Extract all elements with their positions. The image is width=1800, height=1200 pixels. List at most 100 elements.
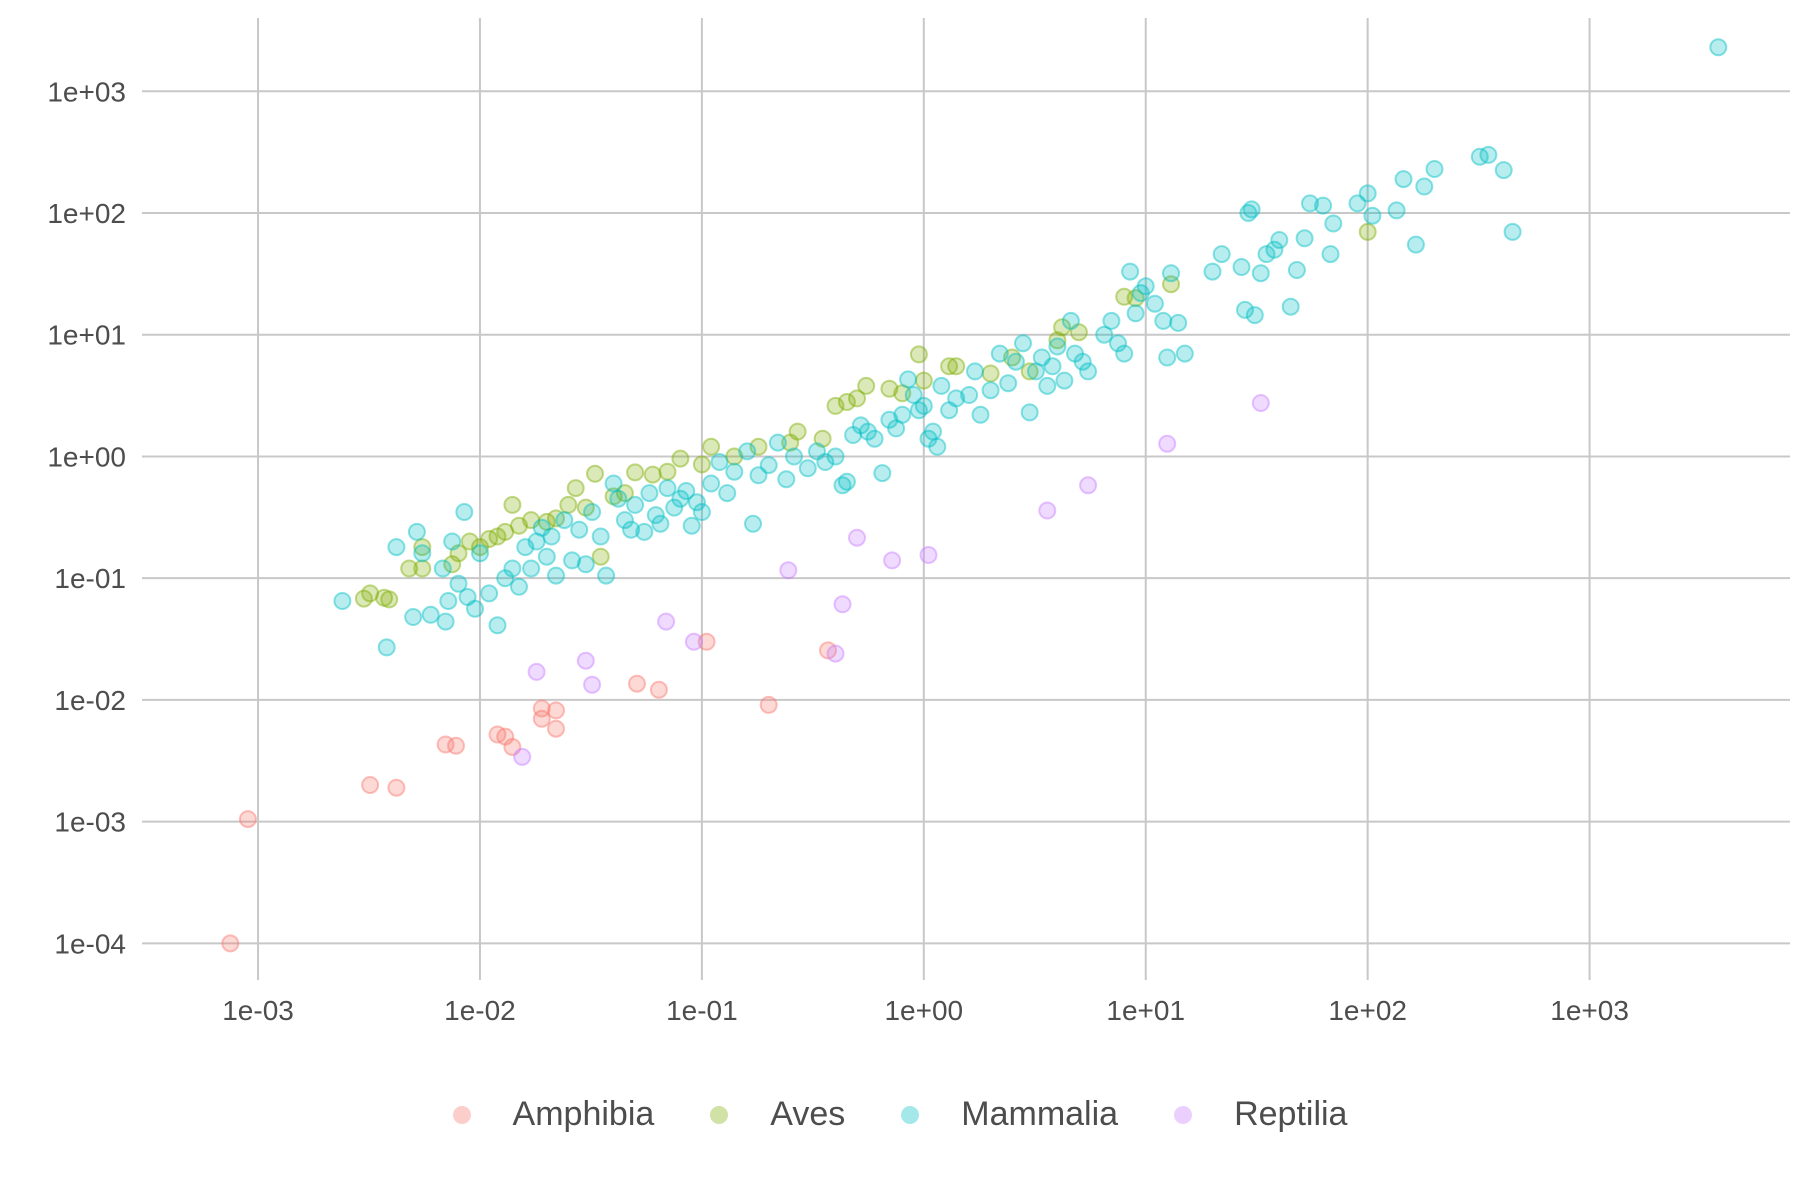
- point-mammalia: [1295, 229, 1314, 248]
- x-tick-label: 1e+01: [1106, 995, 1185, 1026]
- point-mammalia: [626, 495, 645, 514]
- point-aves: [460, 532, 479, 551]
- point-aves: [496, 522, 515, 541]
- legend-item-reptilia: Reptilia: [1174, 1095, 1347, 1134]
- point-amphibia: [759, 695, 778, 714]
- point-amphibia: [387, 778, 406, 797]
- legend-key-reptilia: [1174, 1105, 1193, 1124]
- point-mammalia: [1154, 311, 1173, 330]
- point-reptilia: [883, 551, 902, 570]
- point-mammalia: [928, 437, 947, 456]
- point-mammalia: [759, 456, 778, 475]
- point-mammalia: [609, 489, 628, 508]
- legend-label-amphibia: Amphibia: [512, 1095, 655, 1133]
- point-mammalia: [542, 527, 561, 546]
- point-mammalia: [1503, 222, 1522, 241]
- point-aves: [576, 498, 595, 517]
- y-tick-label: 1e-04: [54, 928, 126, 959]
- point-mammalia: [1158, 348, 1177, 367]
- point-mammalia: [532, 518, 551, 537]
- point-aves: [914, 371, 933, 390]
- point-amphibia: [496, 727, 515, 746]
- x-tick-label: 1e+03: [1550, 995, 1629, 1026]
- point-mammalia: [1115, 344, 1134, 363]
- point-mammalia: [1038, 376, 1057, 395]
- y-tick-label: 1e-02: [54, 685, 126, 716]
- point-mammalia: [1301, 194, 1319, 213]
- point-mammalia: [496, 569, 515, 588]
- point-mammalia: [1479, 145, 1498, 164]
- point-mammalia: [940, 401, 959, 420]
- point-mammalia: [932, 376, 951, 395]
- point-mammalia: [798, 459, 817, 478]
- point-amphibia: [547, 701, 565, 720]
- point-amphibia: [547, 719, 565, 738]
- point-mammalia: [1032, 348, 1051, 367]
- point-mammalia: [471, 544, 489, 563]
- point-mammalia: [604, 474, 623, 493]
- point-reptilia: [1158, 434, 1177, 453]
- point-mammalia: [744, 514, 762, 533]
- point-mammalia: [692, 503, 711, 521]
- point-amphibia: [503, 738, 522, 756]
- point-mammalia: [873, 464, 892, 483]
- legend-item-mammalia: Mammalia: [901, 1095, 1118, 1134]
- point-mammalia: [1348, 194, 1367, 213]
- point-aves: [1003, 348, 1022, 367]
- y-axis-tick-labels: 1e-04 1e-03 1e-02 1e-01 1e+00 1e+01 1e+02 1e+03: [47, 76, 126, 959]
- point-aves: [488, 527, 507, 546]
- point-mammalia: [981, 381, 1000, 400]
- point-aves: [503, 495, 522, 514]
- point-aves: [857, 376, 876, 395]
- point-mammalia: [671, 489, 690, 508]
- point-mammalia: [527, 532, 546, 551]
- point-mammalia: [1043, 357, 1062, 376]
- point-mammalia: [1061, 311, 1080, 330]
- point-mammalia: [725, 462, 744, 481]
- point-reptilia: [684, 632, 703, 651]
- point-aves: [354, 589, 373, 608]
- point-mammalia: [622, 520, 641, 539]
- point-mammalia: [570, 520, 589, 539]
- point-aves: [361, 584, 380, 603]
- point-aves: [893, 384, 912, 403]
- point-mammalia: [466, 599, 484, 618]
- point-aves: [380, 590, 399, 609]
- point-aves: [781, 433, 800, 452]
- point-mammalia: [1212, 245, 1231, 264]
- point-mammalia: [1425, 160, 1444, 178]
- point-mammalia: [1102, 311, 1121, 330]
- point-mammalia: [1251, 264, 1270, 283]
- point-aves: [658, 462, 677, 481]
- point-aves: [909, 345, 928, 364]
- point-mammalia: [583, 503, 602, 521]
- point-mammalia: [858, 422, 877, 441]
- point-mammalia: [1145, 294, 1164, 313]
- point-aves: [1358, 222, 1377, 241]
- point-mammalia: [1006, 352, 1025, 371]
- point-mammalia: [651, 514, 670, 533]
- point-mammalia: [563, 551, 582, 570]
- point-mammalia: [899, 370, 918, 389]
- point-aves: [1115, 287, 1134, 306]
- point-mammalia: [522, 559, 541, 578]
- point-mammalia: [407, 522, 426, 541]
- point-mammalia: [1324, 214, 1343, 233]
- point-mammalia: [1709, 38, 1728, 57]
- point-aves: [471, 538, 489, 557]
- point-mammalia: [710, 453, 729, 471]
- point-mammalia: [1242, 200, 1261, 219]
- point-aves: [848, 389, 866, 408]
- point-aves: [749, 437, 768, 456]
- point-aves: [1162, 275, 1180, 294]
- point-mammalia: [1245, 306, 1264, 325]
- legend-key-aves: [710, 1105, 729, 1124]
- point-reptilia: [657, 612, 676, 631]
- legend: Amphibia Aves Mammalia Reptilia: [0, 1095, 1800, 1134]
- point-mammalia: [1169, 313, 1188, 332]
- point-amphibia: [649, 680, 668, 699]
- point-mammalia: [887, 419, 906, 438]
- point-mammalia: [1095, 325, 1114, 344]
- point-amphibia: [447, 736, 465, 755]
